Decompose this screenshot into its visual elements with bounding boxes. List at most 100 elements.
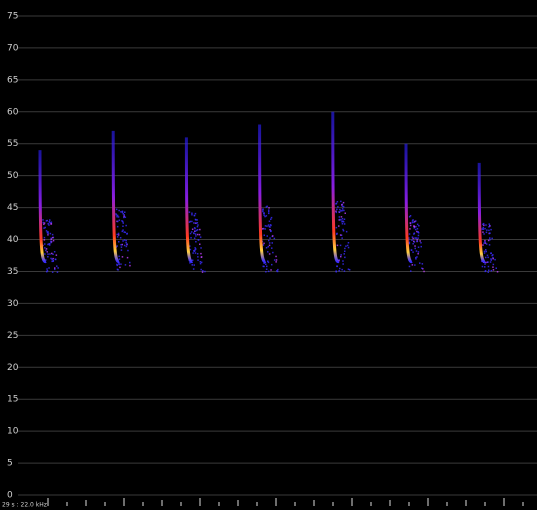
speckle: [340, 254, 342, 256]
speckle: [413, 222, 415, 224]
speckle: [191, 214, 193, 216]
speckle: [121, 220, 123, 222]
speckle: [189, 211, 191, 213]
speckle: [192, 252, 194, 254]
speckle: [53, 240, 55, 242]
speckle: [51, 253, 53, 255]
speckle: [44, 222, 46, 224]
speckle: [491, 259, 493, 261]
speckle: [46, 230, 48, 232]
speckle: [197, 253, 199, 255]
speckle: [194, 215, 196, 217]
speckle: [120, 237, 122, 239]
speckle: [415, 257, 417, 259]
speckle: [342, 220, 344, 222]
speckle: [54, 267, 56, 269]
speckle: [484, 251, 486, 253]
speckle: [43, 227, 45, 229]
y-tick-label: 55: [7, 139, 18, 149]
speckle: [51, 259, 53, 261]
speckle: [54, 251, 56, 253]
speckle: [194, 247, 196, 249]
speckle: [487, 261, 489, 263]
speckle: [346, 231, 348, 233]
speckle: [191, 231, 193, 233]
speckle: [125, 232, 127, 234]
speckle: [262, 228, 264, 230]
speckle: [483, 227, 485, 229]
speckle: [194, 251, 196, 253]
speckle: [420, 242, 422, 244]
speckle: [416, 237, 418, 239]
speckle: [193, 222, 195, 224]
speckle: [487, 255, 489, 257]
speckle: [341, 204, 343, 206]
speckle: [412, 222, 414, 224]
speckle: [56, 265, 58, 267]
speckle: [52, 234, 54, 236]
speckle: [417, 224, 419, 226]
speckle: [488, 270, 490, 272]
speckle: [422, 263, 424, 265]
speckle: [123, 222, 125, 224]
speckle: [490, 229, 492, 231]
speckle: [421, 268, 423, 270]
speckle: [52, 271, 54, 273]
speckle: [265, 264, 267, 266]
speckle: [195, 213, 197, 215]
speckle: [277, 271, 279, 273]
speckle: [269, 229, 271, 231]
speckle: [117, 221, 119, 223]
speckle: [409, 228, 411, 230]
speckle: [124, 239, 126, 241]
speckle: [120, 244, 122, 246]
spectrogram: 29 s : 22.0 kHz 051015202530354045505560…: [0, 0, 537, 510]
speckle: [491, 270, 493, 272]
speckle: [412, 243, 414, 245]
speckle: [117, 226, 119, 228]
speckle: [117, 269, 119, 271]
y-tick-label: 5: [7, 459, 13, 469]
speckle: [496, 268, 498, 270]
speckle: [116, 216, 118, 218]
speckle: [490, 261, 492, 263]
speckle: [274, 259, 276, 261]
speckle: [342, 260, 344, 262]
speckle: [53, 260, 55, 262]
speckle: [344, 248, 346, 250]
speckle: [410, 222, 412, 224]
speckle: [482, 266, 484, 268]
speckle: [491, 255, 493, 256]
speckle: [344, 219, 346, 221]
speckle: [412, 264, 414, 266]
speckle: [417, 228, 419, 230]
speckle: [193, 232, 195, 234]
speckle: [411, 249, 413, 251]
speckle: [269, 226, 271, 228]
speckle: [122, 226, 124, 228]
speckle: [270, 231, 272, 233]
speckle: [267, 235, 269, 237]
speckle: [195, 235, 197, 237]
speckle: [492, 258, 494, 260]
speckle: [47, 223, 49, 225]
speckle: [482, 231, 484, 233]
speckle: [485, 270, 487, 272]
speckle: [192, 229, 194, 231]
speckle: [336, 212, 338, 214]
y-tick-label: 40: [7, 235, 19, 245]
speckle: [348, 247, 350, 249]
speckle: [415, 229, 417, 231]
speckle: [414, 233, 416, 235]
speckle: [47, 234, 49, 236]
y-tick-label: 75: [7, 11, 18, 21]
speckle: [266, 266, 268, 268]
speckle: [118, 216, 120, 218]
speckle: [414, 264, 416, 266]
speckle: [272, 242, 274, 244]
speckle: [270, 269, 272, 271]
speckle: [417, 241, 419, 243]
speckle: [336, 233, 338, 235]
speckle: [199, 229, 201, 231]
speckle: [484, 266, 486, 268]
